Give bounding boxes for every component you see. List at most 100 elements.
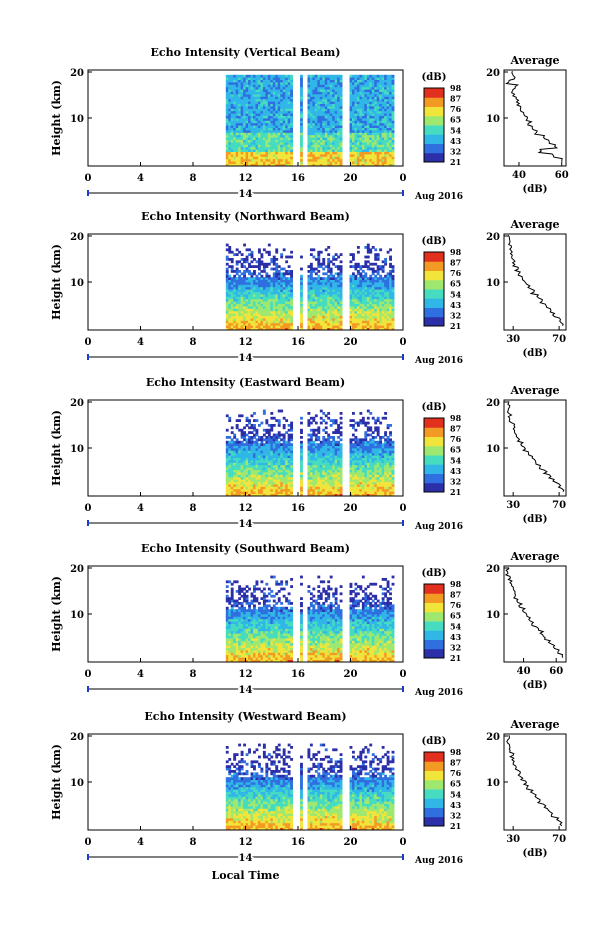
heatmap-cell xyxy=(381,282,385,285)
heatmap-cell xyxy=(230,158,234,162)
heatmap-cell xyxy=(386,310,390,314)
heatmap-cell xyxy=(356,262,360,266)
heatmap-cell xyxy=(235,279,239,283)
heatmap-cell xyxy=(364,274,368,278)
heatmap-cell xyxy=(371,77,375,80)
heatmap-cell xyxy=(369,306,373,309)
heatmap-cell xyxy=(265,130,269,133)
heatmap-cell xyxy=(364,158,368,162)
heatmap-cell xyxy=(354,296,358,300)
heatmap-cell xyxy=(248,134,251,138)
heatmap-cell xyxy=(366,96,370,100)
heatmap-cell xyxy=(270,144,274,148)
heatmap-cell xyxy=(243,452,246,456)
heatmap-cell xyxy=(339,267,343,271)
heatmap-cell xyxy=(260,120,264,124)
heatmap-cell xyxy=(376,294,380,297)
heatmap-cell xyxy=(230,260,234,264)
heatmap-cell xyxy=(245,289,249,292)
heatmap-cell xyxy=(374,122,378,126)
heatmap-cell xyxy=(369,74,373,78)
heatmap-cell xyxy=(374,146,378,150)
heatmap-cell xyxy=(332,310,336,314)
heatmap-cell xyxy=(280,274,284,278)
heatmap-cell xyxy=(277,274,281,278)
heatmap-cell xyxy=(386,79,390,83)
heatmap-cell xyxy=(349,265,353,268)
heatmap-cell xyxy=(361,139,365,143)
heatmap-cell xyxy=(379,113,383,116)
heatmap-cell xyxy=(240,301,244,304)
heatmap-cell xyxy=(280,84,284,88)
heatmap-cell xyxy=(337,146,341,150)
heatmap-cell xyxy=(233,448,237,451)
heatmap-cell xyxy=(374,158,378,162)
heatmap-cell xyxy=(248,484,251,487)
heatmap-cell xyxy=(351,284,355,288)
heatmap-cell xyxy=(366,77,370,80)
heatmap-cell xyxy=(307,448,311,451)
heatmap-cell xyxy=(243,122,246,126)
heatmap-cell xyxy=(381,113,385,116)
heatmap-cell xyxy=(319,472,323,475)
heatmap-cell xyxy=(381,142,385,145)
heatmap-cell xyxy=(290,120,294,124)
heatmap-cell xyxy=(225,96,229,100)
heatmap-cell xyxy=(381,158,385,162)
heatmap-cell xyxy=(317,294,321,297)
heatmap-cell xyxy=(309,474,313,478)
heatmap-cell xyxy=(285,106,289,109)
heatmap-cell xyxy=(317,270,321,273)
heatmap-cell xyxy=(319,108,323,112)
heatmap-cell xyxy=(228,151,232,155)
heatmap-cell xyxy=(265,89,269,92)
heatmap-cell xyxy=(228,301,232,304)
heatmap-cell xyxy=(312,130,316,133)
heatmap-cell xyxy=(265,127,269,131)
heatmap-cell xyxy=(337,79,341,83)
heatmap-cell xyxy=(349,94,353,97)
heatmap-cell xyxy=(314,86,318,90)
heatmap-cell xyxy=(374,110,378,114)
heatmap-cell xyxy=(319,322,323,326)
heatmap-cell xyxy=(275,310,279,314)
average-title: Average xyxy=(509,54,559,67)
heatmap-cell xyxy=(270,163,274,167)
heatmap-cell xyxy=(379,158,383,162)
heatmap-cell xyxy=(243,130,246,133)
colorbar-swatch xyxy=(424,298,444,308)
heatmap-cell xyxy=(240,467,244,470)
heatmap-cell xyxy=(359,125,363,128)
heatmap-cell xyxy=(238,113,242,116)
heatmap-cell xyxy=(257,122,261,126)
heatmap-cell xyxy=(243,433,246,437)
heatmap-cell xyxy=(309,74,313,78)
heatmap-cell xyxy=(248,103,251,107)
heatmap-cell xyxy=(339,265,343,268)
colorbar-swatch xyxy=(424,279,444,290)
heatmap-cell xyxy=(253,284,256,288)
heatmap-cell xyxy=(319,149,323,152)
heatmap-cell xyxy=(290,163,294,167)
heatmap-cell xyxy=(319,113,323,116)
heatmap-cell xyxy=(369,262,373,266)
heatmap-cell xyxy=(290,89,294,92)
heatmap-cell xyxy=(285,431,289,434)
heatmap-cell xyxy=(354,101,358,104)
heatmap-cell xyxy=(386,127,390,131)
heatmap-cell xyxy=(272,455,276,458)
heatmap-cell xyxy=(384,120,388,124)
heatmap-cell xyxy=(349,156,353,160)
heatmap-cell xyxy=(371,96,375,100)
heatmap-cell xyxy=(282,426,286,430)
heatmap-cell xyxy=(245,433,249,437)
heatmap-cell xyxy=(255,443,259,446)
heatmap-cell xyxy=(255,308,259,312)
heatmap-cell xyxy=(300,151,303,155)
heatmap-cell xyxy=(309,151,313,155)
heatmap-cell xyxy=(374,154,378,157)
heatmap-cell xyxy=(332,113,336,116)
heatmap-cell xyxy=(235,467,239,470)
heatmap-cell xyxy=(314,464,318,468)
heatmap-cell xyxy=(238,137,242,140)
